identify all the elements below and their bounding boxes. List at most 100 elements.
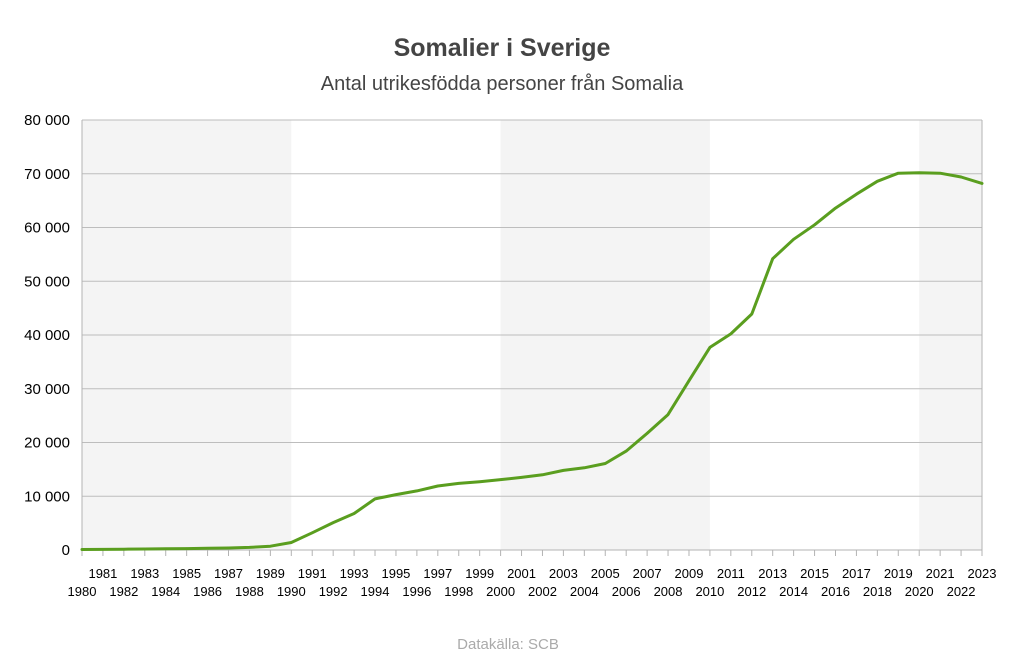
- data-point-1983: [143, 547, 146, 551]
- data-point-2014: [792, 238, 795, 241]
- x-tick-label-1986: 1986: [193, 584, 222, 599]
- y-tick-labels: 0 10 000 20 000 30 000 40 000 50 000 60 000 70 …: [24, 112, 70, 559]
- chart-subtitle: Antal utrikesfödda personer från Somalia: [321, 73, 684, 95]
- x-tick-label-2005: 2005: [591, 566, 620, 581]
- x-tick-label-2014: 2014: [779, 584, 808, 599]
- data-point-1981: [101, 548, 105, 551]
- data-point-2018: [876, 180, 879, 183]
- y-tick-label-50000: 50 000: [24, 273, 70, 290]
- x-tick-label-2021: 2021: [926, 566, 955, 581]
- data-point-1993: [352, 512, 356, 515]
- x-tick-label-2019: 2019: [884, 566, 913, 581]
- x-tick-label-2008: 2008: [654, 584, 683, 599]
- x-tick-label-1989: 1989: [256, 566, 285, 581]
- x-tick-label-1987: 1987: [214, 566, 243, 581]
- data-point-2020: [918, 171, 921, 174]
- x-tick-label-2023: 2023: [968, 566, 997, 581]
- data-point-1984: [164, 547, 167, 551]
- x-tick-label-2003: 2003: [549, 566, 578, 581]
- y-tick-label-30000: 30 000: [24, 381, 70, 398]
- y-tick-label-10000: 10 000: [24, 488, 70, 505]
- data-point-2021: [938, 172, 942, 175]
- y-tick-label-70000: 70 000: [24, 166, 70, 183]
- data-point-2015: [813, 223, 816, 227]
- x-tick-label-1998: 1998: [444, 584, 473, 599]
- x-tick-label-1996: 1996: [402, 584, 431, 599]
- data-point-2005: [604, 462, 607, 465]
- y-tick-label-0: 0: [62, 542, 70, 559]
- x-tick-label-1980: 1980: [68, 584, 97, 599]
- data-point-1990: [290, 541, 293, 544]
- y-tick-label-20000: 20 000: [24, 435, 70, 452]
- data-point-2010: [708, 346, 712, 349]
- data-point-1982: [122, 547, 126, 551]
- data-point-2006: [624, 449, 628, 453]
- data-point-2008: [666, 413, 670, 416]
- data-point-2012: [750, 312, 753, 316]
- x-tick-label-1990: 1990: [277, 584, 306, 599]
- x-tick-label-1994: 1994: [361, 584, 390, 599]
- x-tick-label-2004: 2004: [570, 584, 599, 599]
- data-point-2023: [980, 182, 984, 185]
- x-tick-label-1997: 1997: [423, 566, 452, 581]
- x-tick-label-1981: 1981: [88, 566, 117, 581]
- x-tick-label-2002: 2002: [528, 584, 557, 599]
- data-point-1992: [331, 521, 335, 524]
- x-tick-label-2015: 2015: [800, 566, 829, 581]
- data-point-2017: [855, 192, 858, 196]
- x-tick-label-1992: 1992: [319, 584, 348, 599]
- data-point-1999: [478, 480, 481, 483]
- data-point-1994: [373, 497, 377, 501]
- data-point-1985: [185, 547, 188, 550]
- y-tick-label-60000: 60 000: [24, 220, 70, 237]
- data-point-2016: [834, 206, 837, 210]
- data-point-1998: [457, 482, 460, 485]
- data-point-2013: [771, 257, 774, 260]
- chart-title: Somalier i Sverige: [394, 34, 611, 62]
- x-tick-label-2018: 2018: [863, 584, 892, 599]
- data-point-2007: [645, 432, 649, 435]
- x-tick-label-2010: 2010: [695, 584, 724, 599]
- x-tick-label-1993: 1993: [340, 566, 369, 581]
- x-tick-label-1983: 1983: [130, 566, 159, 581]
- x-tick-label-2009: 2009: [675, 566, 704, 581]
- x-tick-label-2012: 2012: [737, 584, 766, 599]
- data-point-2022: [959, 175, 963, 179]
- x-tick-label-2000: 2000: [486, 584, 515, 599]
- data-point-2001: [520, 476, 523, 479]
- data-point-1987: [227, 546, 230, 550]
- x-tick-label-2007: 2007: [633, 566, 662, 581]
- x-tick-label-1982: 1982: [109, 584, 138, 599]
- axes: [81, 120, 983, 556]
- x-tick-label-1984: 1984: [151, 584, 180, 599]
- data-point-1996: [415, 489, 419, 493]
- x-tick-label-2001: 2001: [507, 566, 536, 581]
- x-tick-label-2020: 2020: [905, 584, 934, 599]
- data-point-1988: [248, 546, 251, 549]
- x-tick-label-1988: 1988: [235, 584, 264, 599]
- data-point-1980: [80, 548, 84, 551]
- data-point-2019: [897, 172, 900, 175]
- x-tick-label-2017: 2017: [842, 566, 871, 581]
- y-tick-label-40000: 40 000: [24, 327, 70, 344]
- data-point-1995: [394, 493, 398, 496]
- data-point-2004: [583, 466, 586, 469]
- x-tick-labels: 1980 1981 1982 1983 1984 1985 1986 1987 1988 1989…: [68, 566, 997, 599]
- x-tick-label-2011: 2011: [717, 566, 745, 581]
- x-tick-label-2013: 2013: [758, 566, 787, 581]
- x-tick-label-2022: 2022: [947, 584, 976, 599]
- data-point-2000: [499, 478, 502, 481]
- series-layer: [80, 171, 984, 551]
- x-tick-label-2006: 2006: [612, 584, 641, 599]
- data-point-1991: [311, 531, 314, 534]
- data-point-2002: [541, 473, 544, 476]
- x-tick-label-1995: 1995: [381, 566, 410, 581]
- x-tick-label-1999: 1999: [465, 566, 494, 581]
- data-point-2009: [687, 379, 691, 382]
- y-tick-label-80000: 80 000: [24, 112, 70, 129]
- data-point-1986: [206, 547, 209, 550]
- x-tick-label-1985: 1985: [172, 566, 201, 581]
- series-line-0: [80, 171, 984, 551]
- data-point-1997: [436, 484, 440, 488]
